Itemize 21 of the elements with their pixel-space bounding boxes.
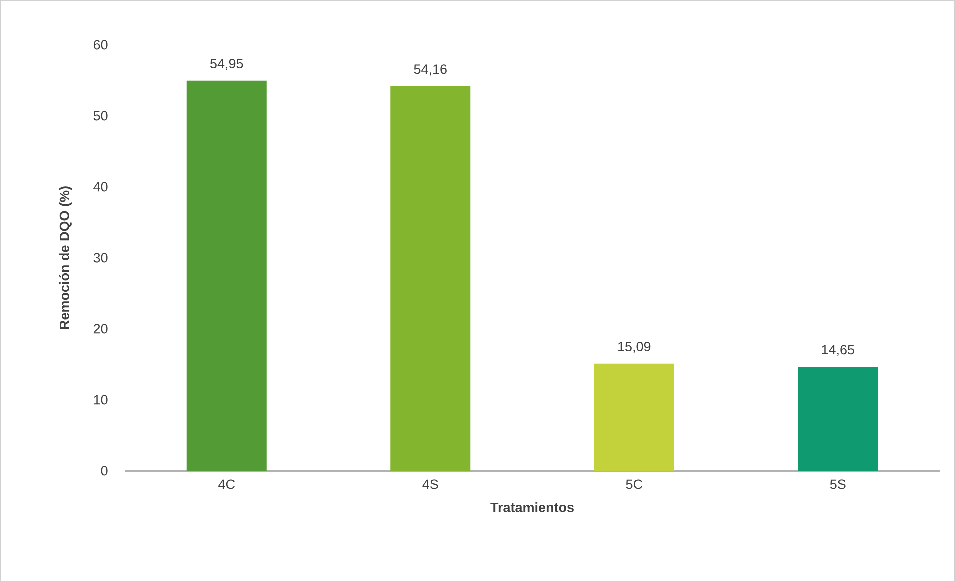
x-tick-label: 4C xyxy=(218,480,235,490)
y-tick-label: 30 xyxy=(94,253,108,263)
bar xyxy=(186,80,267,471)
bar xyxy=(594,364,674,471)
data-label: 54,95 xyxy=(210,59,244,70)
y-tick-label: 0 xyxy=(101,466,108,476)
bar xyxy=(798,366,878,471)
data-label: 15,09 xyxy=(618,342,651,354)
y-tick-label: 60 xyxy=(94,40,108,50)
x-tick-label: 4S xyxy=(422,480,438,490)
x-tick-label: 5S xyxy=(830,480,846,490)
y-tick-label: 20 xyxy=(94,324,108,334)
x-axis-title: Tratamientos xyxy=(490,502,574,512)
y-tick-label: 10 xyxy=(94,395,108,405)
y-tick-label: 40 xyxy=(94,182,108,192)
y-tick-label: 50 xyxy=(94,111,108,121)
data-label: 54,16 xyxy=(414,64,447,76)
y-axis-title: Remoción de DQO (%) xyxy=(59,186,72,330)
data-label: 14,65 xyxy=(822,345,854,356)
x-tick-label: 5C xyxy=(626,480,642,490)
bar xyxy=(390,86,471,471)
